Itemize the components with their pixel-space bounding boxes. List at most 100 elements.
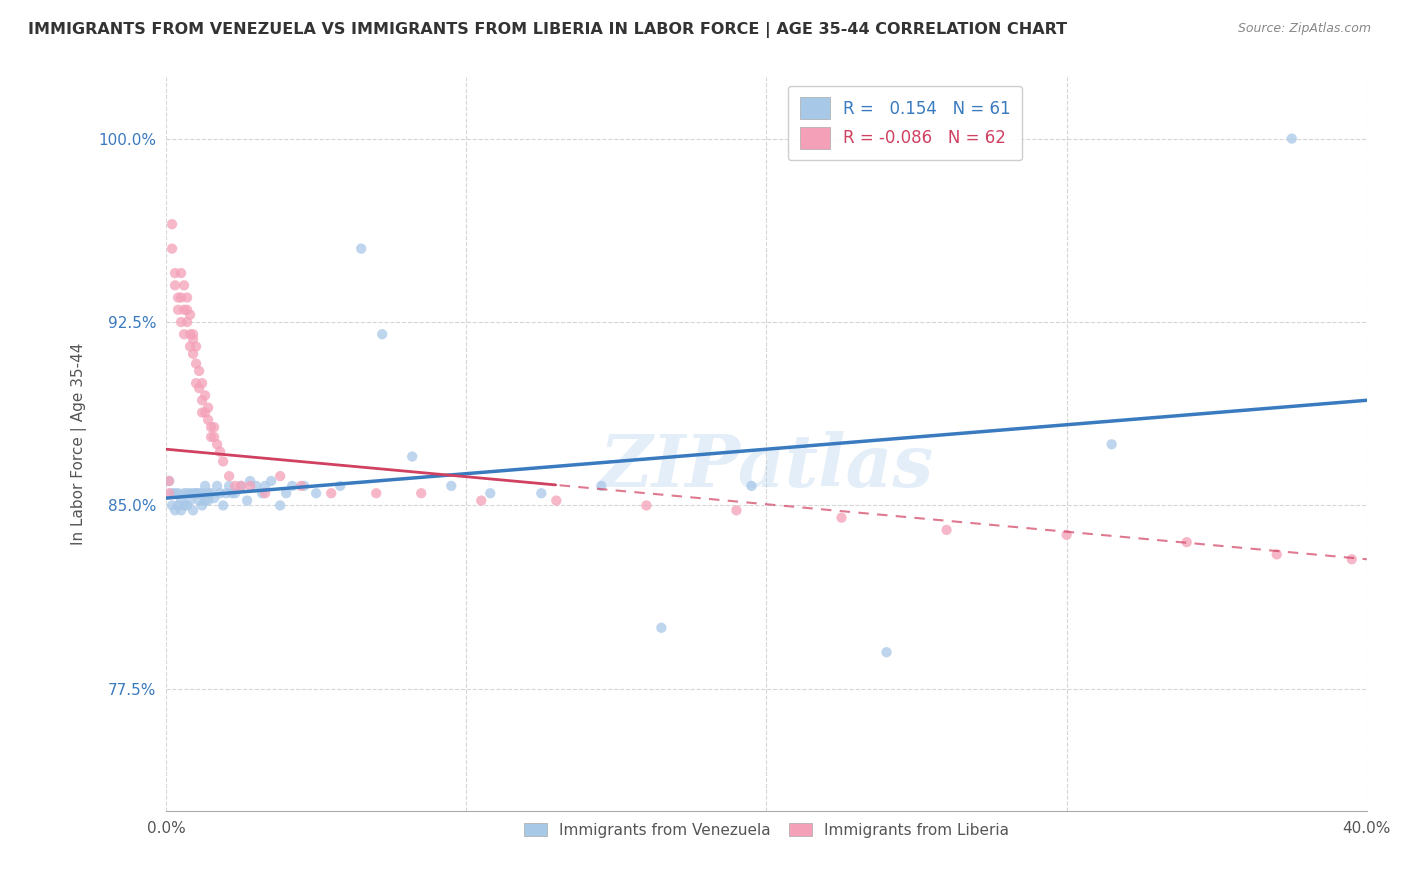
Point bbox=[321, 486, 343, 500]
Point bbox=[184, 357, 207, 371]
Point bbox=[250, 486, 273, 500]
Point bbox=[179, 308, 201, 322]
Point bbox=[194, 388, 217, 402]
Point bbox=[157, 474, 180, 488]
Point bbox=[350, 242, 373, 256]
Point bbox=[202, 491, 225, 505]
Point bbox=[269, 499, 291, 513]
Point bbox=[546, 493, 568, 508]
Point bbox=[167, 486, 190, 500]
Point bbox=[173, 486, 195, 500]
Point bbox=[179, 493, 201, 508]
Point bbox=[254, 486, 277, 500]
Point bbox=[176, 486, 198, 500]
Text: Source: ZipAtlas.com: Source: ZipAtlas.com bbox=[1237, 22, 1371, 36]
Point bbox=[200, 420, 222, 434]
Point bbox=[224, 479, 246, 493]
Point bbox=[290, 479, 312, 493]
Point bbox=[650, 621, 672, 635]
Point bbox=[170, 266, 193, 280]
Point bbox=[157, 474, 180, 488]
Point bbox=[202, 420, 225, 434]
Point bbox=[184, 486, 207, 500]
Point bbox=[184, 486, 207, 500]
Point bbox=[205, 479, 228, 493]
Point bbox=[260, 474, 283, 488]
Point bbox=[401, 450, 423, 464]
Point bbox=[179, 327, 201, 342]
Point bbox=[876, 645, 898, 659]
Point bbox=[239, 474, 262, 488]
Point bbox=[173, 499, 195, 513]
Point bbox=[245, 479, 267, 493]
Point bbox=[170, 493, 193, 508]
Point bbox=[191, 376, 214, 391]
Point bbox=[191, 405, 214, 419]
Point bbox=[1056, 528, 1078, 542]
Point bbox=[935, 523, 957, 537]
Point bbox=[160, 242, 183, 256]
Point bbox=[830, 510, 852, 524]
Point bbox=[179, 486, 201, 500]
Point bbox=[202, 430, 225, 444]
Point bbox=[740, 479, 762, 493]
Point bbox=[479, 486, 502, 500]
Point bbox=[170, 315, 193, 329]
Point bbox=[181, 327, 204, 342]
Point bbox=[170, 291, 193, 305]
Point bbox=[165, 266, 187, 280]
Point bbox=[157, 486, 180, 500]
Point bbox=[218, 479, 240, 493]
Y-axis label: In Labor Force | Age 35-44: In Labor Force | Age 35-44 bbox=[72, 343, 87, 546]
Point bbox=[188, 381, 211, 395]
Point bbox=[160, 217, 183, 231]
Point bbox=[292, 479, 315, 493]
Point bbox=[197, 486, 219, 500]
Point bbox=[221, 486, 243, 500]
Point bbox=[470, 493, 492, 508]
Point bbox=[194, 405, 217, 419]
Point bbox=[165, 278, 187, 293]
Point bbox=[591, 479, 613, 493]
Point bbox=[636, 499, 658, 513]
Point bbox=[194, 493, 217, 508]
Point bbox=[1175, 535, 1198, 549]
Point bbox=[167, 499, 190, 513]
Point bbox=[371, 327, 394, 342]
Point bbox=[1340, 552, 1362, 566]
Point bbox=[165, 486, 187, 500]
Point bbox=[184, 376, 207, 391]
Point bbox=[181, 347, 204, 361]
Point bbox=[200, 486, 222, 500]
Point bbox=[229, 479, 252, 493]
Text: IMMIGRANTS FROM VENEZUELA VS IMMIGRANTS FROM LIBERIA IN LABOR FORCE | AGE 35-44 : IMMIGRANTS FROM VENEZUELA VS IMMIGRANTS … bbox=[28, 22, 1067, 38]
Point bbox=[209, 444, 232, 458]
Point bbox=[173, 278, 195, 293]
Point bbox=[1281, 131, 1303, 145]
Point bbox=[236, 493, 259, 508]
Point bbox=[209, 486, 232, 500]
Point bbox=[1101, 437, 1123, 451]
Point bbox=[170, 503, 193, 517]
Point bbox=[276, 486, 298, 500]
Point bbox=[165, 503, 187, 517]
Point bbox=[218, 469, 240, 483]
Point bbox=[176, 315, 198, 329]
Point bbox=[200, 430, 222, 444]
Point bbox=[269, 469, 291, 483]
Point bbox=[281, 479, 304, 493]
Point bbox=[1265, 547, 1288, 561]
Point bbox=[197, 401, 219, 415]
Point bbox=[194, 479, 217, 493]
Point bbox=[191, 499, 214, 513]
Point bbox=[725, 503, 748, 517]
Point bbox=[366, 486, 388, 500]
Point bbox=[176, 499, 198, 513]
Point bbox=[239, 479, 262, 493]
Point bbox=[411, 486, 433, 500]
Point bbox=[176, 291, 198, 305]
Point bbox=[176, 302, 198, 317]
Point bbox=[188, 493, 211, 508]
Point bbox=[212, 499, 235, 513]
Point bbox=[181, 503, 204, 517]
